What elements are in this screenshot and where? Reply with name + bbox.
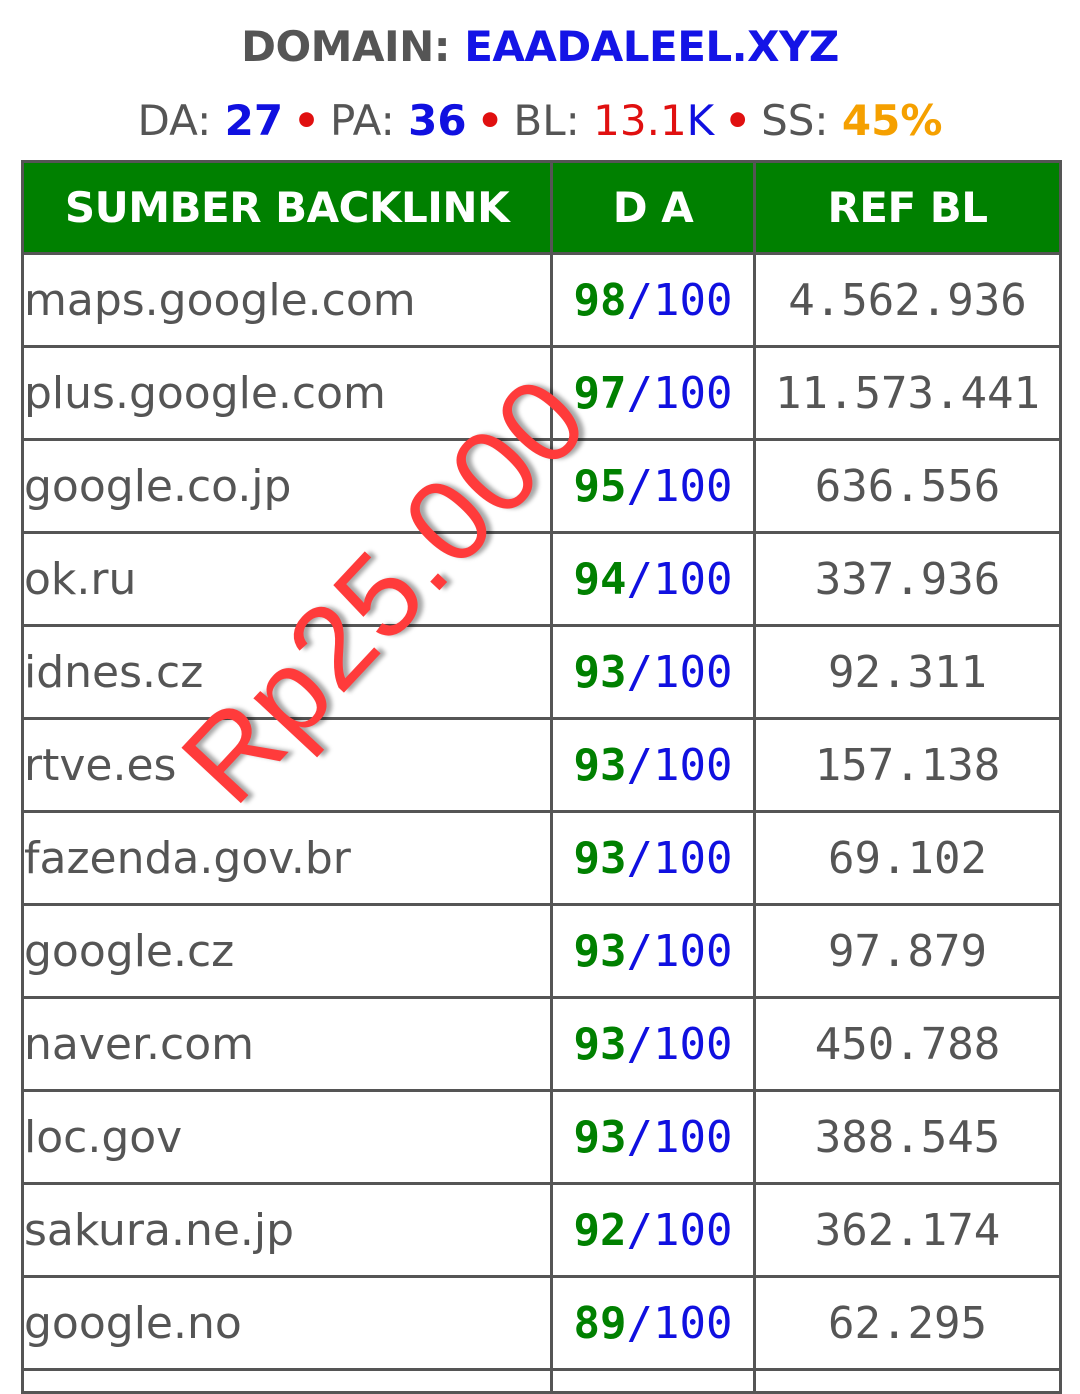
backlink-source: google.co.jp (21, 438, 553, 534)
ref-backlinks: 97.879 (753, 903, 1062, 999)
backlink-source: fazenda.gov.br (21, 810, 553, 906)
table-row-partial (21, 1368, 1062, 1394)
da-max: /100 (626, 553, 733, 605)
bl-suffix: K (686, 96, 715, 145)
ref-backlinks: 92.311 (753, 624, 1062, 720)
ref-backlinks: 62.295 (753, 1275, 1062, 1371)
domain-authority-cell: 93/100 (550, 996, 756, 1092)
backlink-source: maps.google.com (21, 252, 553, 348)
metrics-line: DA: 27 • PA: 36 • BL: 13.1K • SS: 45% (0, 96, 1080, 145)
da-max: /100 (626, 646, 733, 698)
domain-authority-cell: 94/100 (550, 531, 756, 627)
table-row: google.cz 93/100 97.879 (21, 903, 1062, 999)
table-row: google.co.jp 95/100 636.556 (21, 438, 1062, 534)
domain-label: DOMAIN: (241, 22, 451, 71)
da-score: 93 (573, 925, 627, 977)
backlink-table: SUMBER BACKLINK D A REF BL maps.google.c… (21, 160, 1062, 1394)
da-max: /100 (626, 1297, 733, 1349)
pa-label: PA: (329, 96, 395, 145)
da-max: /100 (626, 274, 733, 326)
domain-authority-cell: 92/100 (550, 1182, 756, 1278)
ss-value: 45% (841, 96, 943, 145)
da-score: 94 (573, 553, 627, 605)
ref-backlinks: 157.138 (753, 717, 1062, 813)
da-max: /100 (626, 1018, 733, 1070)
pa-value: 36 (408, 96, 467, 145)
table-row: google.no 89/100 62.295 (21, 1275, 1062, 1371)
ref-backlinks: 4.562.936 (753, 252, 1062, 348)
empty-cell (21, 1368, 553, 1394)
column-header-ref-bl: REF BL (753, 160, 1062, 255)
ref-backlinks: 69.102 (753, 810, 1062, 906)
domain-authority-cell: 98/100 (550, 252, 756, 348)
separator-dot: • (724, 96, 752, 145)
da-max: /100 (626, 1204, 733, 1256)
da-max: /100 (626, 1111, 733, 1163)
table-row: rtve.es 93/100 157.138 (21, 717, 1062, 813)
da-score: 93 (573, 1111, 627, 1163)
empty-cell (550, 1368, 756, 1394)
ref-backlinks: 362.174 (753, 1182, 1062, 1278)
backlink-source: idnes.cz (21, 624, 553, 720)
backlink-source: rtve.es (21, 717, 553, 813)
ref-backlinks: 11.573.441 (753, 345, 1062, 441)
backlink-source: naver.com (21, 996, 553, 1092)
backlink-source: google.cz (21, 903, 553, 999)
da-score: 97 (573, 367, 627, 419)
domain-authority-cell: 95/100 (550, 438, 756, 534)
table-row: loc.gov 93/100 388.545 (21, 1089, 1062, 1185)
empty-cell (753, 1368, 1062, 1394)
table-row: fazenda.gov.br 93/100 69.102 (21, 810, 1062, 906)
table-row: plus.google.com 97/100 11.573.441 (21, 345, 1062, 441)
bl-value: 13.1 (593, 96, 687, 145)
da-max: /100 (626, 460, 733, 512)
da-score: 92 (573, 1204, 627, 1256)
column-header-source: SUMBER BACKLINK (21, 160, 553, 255)
da-score: 95 (573, 460, 627, 512)
domain-name: EAADALEEL.XYZ (464, 22, 839, 71)
domain-line: DOMAIN: EAADALEEL.XYZ (0, 22, 1080, 71)
ref-backlinks: 450.788 (753, 996, 1062, 1092)
separator-dot: • (293, 96, 320, 145)
da-score: 93 (573, 739, 627, 791)
domain-authority-cell: 93/100 (550, 717, 756, 813)
backlink-source: sakura.ne.jp (21, 1182, 553, 1278)
da-score: 93 (573, 1018, 627, 1070)
domain-authority-cell: 93/100 (550, 1089, 756, 1185)
domain-authority-cell: 93/100 (550, 810, 756, 906)
table-row: sakura.ne.jp 92/100 362.174 (21, 1182, 1062, 1278)
separator-dot: • (476, 96, 504, 145)
ref-backlinks: 388.545 (753, 1089, 1062, 1185)
da-max: /100 (626, 739, 733, 791)
da-score: 93 (573, 832, 627, 884)
da-score: 93 (573, 646, 627, 698)
da-max: /100 (626, 925, 733, 977)
da-label: DA: (137, 96, 212, 145)
table-row: idnes.cz 93/100 92.311 (21, 624, 1062, 720)
domain-authority-cell: 93/100 (550, 903, 756, 999)
backlink-source: google.no (21, 1275, 553, 1371)
backlink-source: ok.ru (21, 531, 553, 627)
table-header-row: SUMBER BACKLINK D A REF BL (21, 160, 1062, 255)
da-max: /100 (626, 832, 733, 884)
bl-label: BL: (513, 96, 580, 145)
ref-backlinks: 337.936 (753, 531, 1062, 627)
ref-backlinks: 636.556 (753, 438, 1062, 534)
domain-authority-cell: 93/100 (550, 624, 756, 720)
da-value: 27 (224, 96, 284, 145)
backlink-source: loc.gov (21, 1089, 553, 1185)
table-body: maps.google.com 98/100 4.562.936 plus.googl… (21, 252, 1062, 1394)
da-max: /100 (626, 367, 733, 419)
da-score: 98 (573, 274, 627, 326)
backlink-source: plus.google.com (21, 345, 553, 441)
column-header-da: D A (550, 160, 756, 255)
table-row: ok.ru 94/100 337.936 (21, 531, 1062, 627)
domain-authority-cell: 89/100 (550, 1275, 756, 1371)
da-score: 89 (573, 1297, 627, 1349)
ss-label: SS: (761, 96, 829, 145)
table-row: maps.google.com 98/100 4.562.936 (21, 252, 1062, 348)
domain-authority-cell: 97/100 (550, 345, 756, 441)
table-row: naver.com 93/100 450.788 (21, 996, 1062, 1092)
